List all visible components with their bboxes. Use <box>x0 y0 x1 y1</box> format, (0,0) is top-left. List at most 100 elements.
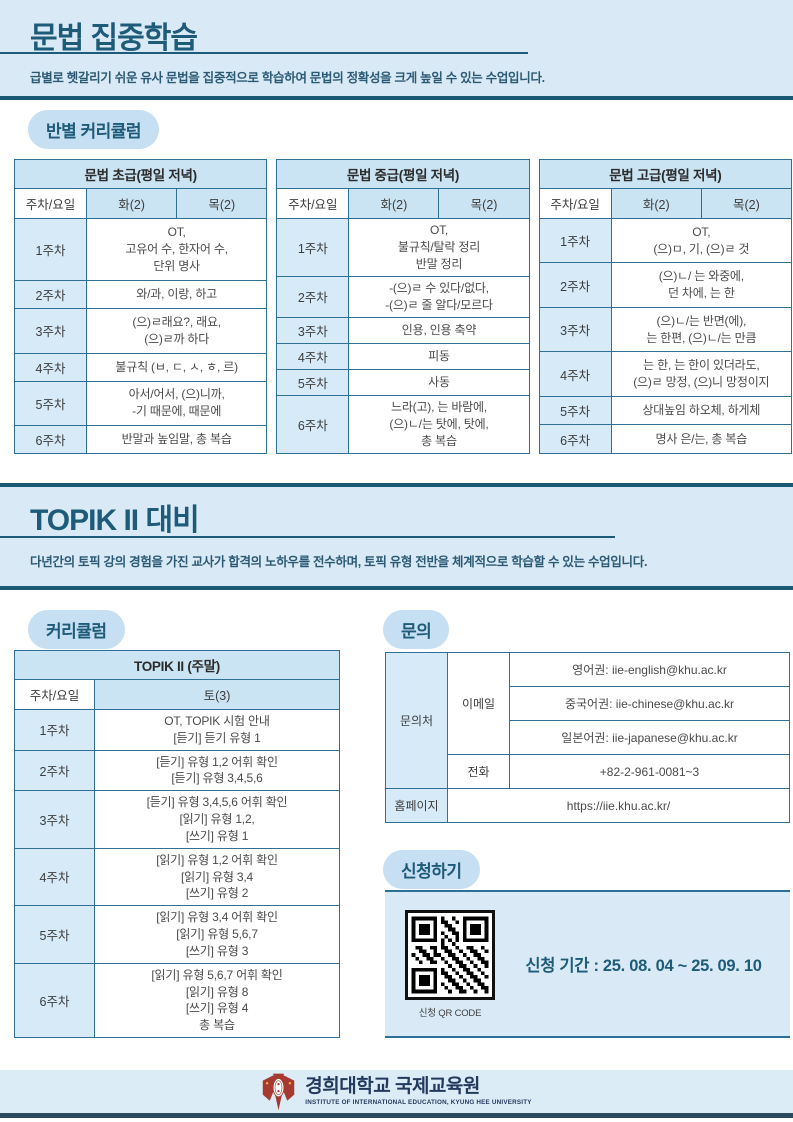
table-day-row: 주차/요일 화(2) 목(2) <box>14 188 268 219</box>
inquiry-badge: 문의 <box>383 610 450 649</box>
grammar-beginner-table: 문법 초급(평일 저녁) 주차/요일 화(2) 목(2) 1주차 OT, 고유어 수, 한자… <box>13 159 268 455</box>
table-row: 문의처 이메일 영어권: iie-english@khu.ac.kr <box>385 652 790 789</box>
week-cell: 6주차 <box>538 424 612 454</box>
organization-name: 경희대학교 국제교육원 <box>305 1075 480 1097</box>
phone-label: 전화 <box>447 754 510 789</box>
week-cell: 6주차 <box>14 424 87 455</box>
week-cell: 3주차 <box>14 790 95 849</box>
week-cell: 4주차 <box>538 351 612 397</box>
table-day-row: 주차/요일 토(3) <box>14 679 340 710</box>
corner-header: 주차/요일 <box>276 188 350 219</box>
week-cell: 3주차 <box>538 306 612 353</box>
week-cell: 2주차 <box>14 749 95 792</box>
content-cell: [읽기] 유형 1,2 어휘 확인 [읽기] 유형 3,4 [쓰기] 유형 2 <box>94 847 340 907</box>
title-underline <box>0 52 528 54</box>
table-row: 4주차 불규칙 (ㅂ, ㄷ, ㅅ, ㅎ, 르) <box>14 352 268 382</box>
topik-table: TOPIK II (주말) 주차/요일 토(3) 1주차 OT, TOPIK 시험 안내… <box>14 650 340 1039</box>
table-row: 4주차 피동 <box>276 342 530 371</box>
corner-header: 주차/요일 <box>14 679 95 710</box>
day-header: 화(2) <box>610 188 702 219</box>
email-chinese: 중국어권: iie-chinese@khu.ac.kr <box>509 686 790 721</box>
content-cell: 반말과 높임말, 총 복습 <box>85 424 268 455</box>
table-row: 4주차 [읽기] 유형 1,2 어휘 확인 [읽기] 유형 3,4 [쓰기] 유형 2 <box>14 847 340 907</box>
table-row: 3주차 [듣기] 유형 3,4,5,6 어휘 확인 [읽기] 유형 1,2, [쓰기]… <box>14 790 340 849</box>
week-cell: 3주차 <box>14 308 87 354</box>
apply-box: 신청 QR CODE 신청 기간 : 25. 08. 04 ~ 25. 09. … <box>385 890 790 1038</box>
table-row: 2주차 -(으)ㄹ 수 있다/없다, -(으)ㄹ 줄 알다/모르다 <box>276 275 530 318</box>
table-row: 1주차 OT, 불규칙/탈락 정리 반말 정리 <box>276 218 530 277</box>
content-cell: 명사 은/는, 총 복습 <box>610 424 792 454</box>
content-cell: [듣기] 유형 3,4,5,6 어휘 확인 [읽기] 유형 1,2, [쓰기] 유형… <box>94 790 340 849</box>
table-title-row: 문법 고급(평일 저녁) <box>538 159 792 189</box>
week-cell: 1주차 <box>276 218 350 277</box>
content-cell: 느라(고), 는 바람에, (으)ㄴ/는 탓에, 탓에, 총 복습 <box>348 395 530 454</box>
content-cell: 불규칙 (ㅂ, ㄷ, ㅅ, ㅎ, 르) <box>85 352 268 382</box>
qr-block: 신청 QR CODE <box>395 909 505 1019</box>
table-title-row: 문법 초급(평일 저녁) <box>13 159 268 189</box>
day-header: 화(2) <box>85 188 178 219</box>
day-header: 목(2) <box>438 188 530 219</box>
phone-number: +82-2-961-0081~3 <box>509 754 790 789</box>
content-cell: OT, TOPIK 시험 안내 [듣기] 듣기 유형 1 <box>94 709 340 751</box>
week-cell: 5주차 <box>14 380 87 426</box>
week-cell: 3주차 <box>276 316 350 344</box>
table-row: 일본어권: iie-japanese@khu.ac.kr <box>386 720 790 755</box>
table-title-row: TOPIK II (주말) <box>14 650 340 680</box>
table-row: 6주차 느라(고), 는 바람에, (으)ㄴ/는 탓에, 탓에, 총 복습 <box>276 395 530 454</box>
table-row: 3주차 (으)ㄴ/는 반면(에), 는 한편, (으)ㄴ/는 만큼 <box>538 306 792 353</box>
table-row: 2주차 [듣기] 유형 1,2 어휘 확인 [듣기] 유형 3,4,5,6 <box>14 749 340 792</box>
week-cell: 2주차 <box>276 275 350 318</box>
table-row: 5주차 아서/어서, (으)니까, -기 때문에, 때문에 <box>14 380 268 426</box>
week-cell: 6주차 <box>276 395 350 454</box>
content-cell: [듣기] 유형 1,2 어휘 확인 [듣기] 유형 3,4,5,6 <box>94 749 340 792</box>
inquiry-table: 문의처 이메일 영어권: iie-english@khu.ac.kr 중국어권:… <box>385 652 790 823</box>
content-cell: OT, 불규칙/탈락 정리 반말 정리 <box>348 218 530 277</box>
curriculum-badge: 커리큘럼 <box>28 610 125 649</box>
topik-section-subtitle: 다년간의 토픽 강의 경험을 가진 교사가 합격의 노하우를 전수하며, 토픽 … <box>30 555 648 569</box>
table-row: 1주차 OT, TOPIK 시험 안내 [듣기] 듣기 유형 1 <box>14 709 340 751</box>
grammar-section-subtitle: 급별로 헷갈리기 쉬운 유사 문법을 집중적으로 학습하여 문법의 정확성을 크… <box>30 71 545 85</box>
grammar-section-title: 문법 집중학습 <box>30 22 198 55</box>
week-cell: 4주차 <box>276 342 350 371</box>
week-cell: 5주차 <box>538 395 612 426</box>
day-header: 토(3) <box>94 679 340 710</box>
footer-text: 경희대학교 국제교육원 INSTITUTE OF INTERNATIONAL E… <box>305 1075 531 1107</box>
table-row: 6주차 명사 은/는, 총 복습 <box>538 424 792 454</box>
week-cell: 4주차 <box>14 352 87 382</box>
apply-qr-code-icon <box>405 909 495 1000</box>
grammar-section-header: 문법 집중학습 급별로 헷갈리기 쉬운 유사 문법을 집중적으로 학습하여 문법… <box>0 0 793 100</box>
table-row: 5주차 상대높임 하오체, 하게체 <box>538 395 792 426</box>
week-cell: 5주차 <box>14 905 95 964</box>
apply-period: 신청 기간 : 25. 08. 04 ~ 25. 09. 10 <box>525 957 762 975</box>
content-cell: OT, 고유어 수, 한자어 수, 단위 명사 <box>85 217 268 282</box>
week-cell: 4주차 <box>14 847 95 907</box>
content-cell: 상대높임 하오체, 하게체 <box>610 395 792 426</box>
apply-badge: 신청하기 <box>383 850 480 889</box>
grammar-advanced-table: 문법 고급(평일 저녁) 주차/요일 화(2) 목(2) 1주차 OT, (으)ㅁ, 기, … <box>538 159 792 454</box>
content-cell: 는 한, 는 한이 있더라도, (으)ㄹ 망정, (으)니 망정이지 <box>610 351 792 397</box>
table-row: 3주차 인용, 인용 축약 <box>276 316 530 344</box>
content-cell: 아서/어서, (으)니까, -기 때문에, 때문에 <box>85 380 268 426</box>
university-emblem-icon <box>263 1073 295 1110</box>
footer: 경희대학교 국제교육원 INSTITUTE OF INTERNATIONAL E… <box>0 1070 793 1118</box>
table-row: 전화 +82-2-961-0081~3 <box>386 754 790 789</box>
contact-label: 문의처 <box>385 652 448 789</box>
table-row: 1주차 OT, 고유어 수, 한자어 수, 단위 명사 <box>14 217 268 282</box>
table-day-row: 주차/요일 화(2) 목(2) <box>276 188 530 219</box>
table-row: 5주차 사동 <box>276 368 530 397</box>
table-row: 4주차 는 한, 는 한이 있더라도, (으)ㄹ 망정, (으)니 망정이지 <box>538 351 792 397</box>
table-title: 문법 초급(평일 저녁) <box>13 159 268 189</box>
content-cell: 인용, 인용 축약 <box>348 316 530 344</box>
week-cell: 2주차 <box>538 262 612 308</box>
table-row: 5주차 [읽기] 유형 3,4 어휘 확인 [읽기] 유형 5,6,7 [쓰기] 유형… <box>14 905 340 964</box>
content-cell: OT, (으)ㅁ, 기, (으)ㄹ 것 <box>610 217 792 264</box>
table-row: 홈페이지 https://iie.khu.ac.kr/ <box>385 788 790 823</box>
table-row: 6주차 [읽기] 유형 5,6,7 어휘 확인 [읽기] 유형 8 [쓰기] 유형 4… <box>14 962 340 1039</box>
table-row: 2주차 와/과, 이랑, 하고 <box>14 280 268 310</box>
week-cell: 1주차 <box>538 217 612 264</box>
table-title: TOPIK II (주말) <box>14 650 340 680</box>
table-title: 문법 중급(평일 저녁) <box>276 159 530 189</box>
content-cell: -(으)ㄹ 수 있다/없다, -(으)ㄹ 줄 알다/모르다 <box>348 275 530 318</box>
